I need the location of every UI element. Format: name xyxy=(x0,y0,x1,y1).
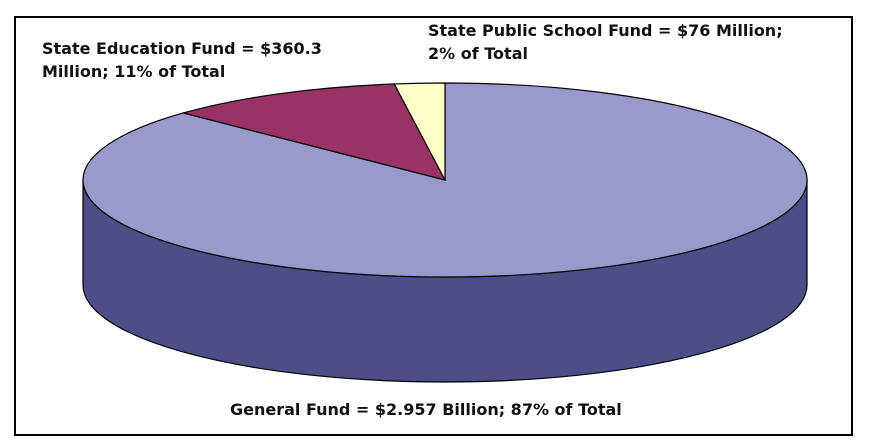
label-state-education-fund-line1: State Education Fund = $360.3 xyxy=(42,39,322,58)
label-state-public-school-fund: State Public School Fund = $76 Million; … xyxy=(428,20,783,65)
label-general-fund: General Fund = $2.957 Billion; 87% of To… xyxy=(230,400,622,419)
label-state-education-fund-line2: Million; 11% of Total xyxy=(42,61,226,81)
label-state-education-fund: State Education Fund = $360.3 Million; 1… xyxy=(42,38,322,83)
slice-1 xyxy=(181,83,447,181)
chart-frame: State Education Fund = $360.3 Million; 1… xyxy=(14,16,853,436)
label-state-public-school-fund-line1: State Public School Fund = $76 Million; xyxy=(428,21,783,40)
pie-chart xyxy=(82,82,808,383)
slice-2 xyxy=(393,82,446,181)
label-state-public-school-fund-line2: 2% of Total xyxy=(428,43,528,63)
